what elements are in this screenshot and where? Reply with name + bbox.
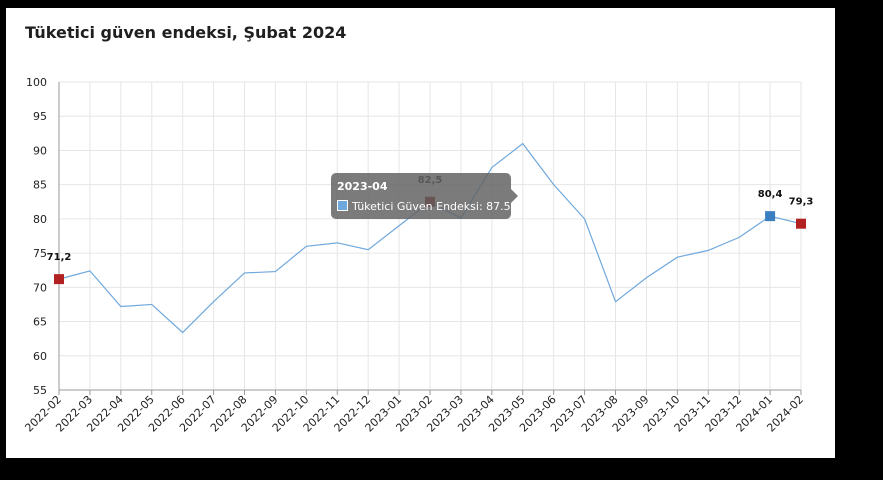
y-tick-label: 55 <box>33 384 47 397</box>
highlight-marker <box>765 211 776 222</box>
tooltip-swatch <box>337 200 348 211</box>
chart-title: Tüketici güven endeksi, Şubat 2024 <box>25 23 347 42</box>
y-tick-label: 75 <box>33 247 47 260</box>
y-tick-label: 95 <box>33 110 47 123</box>
y-tick-label: 85 <box>33 179 47 192</box>
y-tick-label: 90 <box>33 144 47 157</box>
tooltip-text: Tüketici Güven Endeksi: 87.5 <box>352 200 511 213</box>
y-tick-label: 60 <box>33 350 47 363</box>
y-tick-label: 80 <box>33 213 47 226</box>
highlight-marker <box>796 218 806 229</box>
data-label: 80,4 <box>758 189 783 200</box>
data-label: 79,3 <box>789 197 814 208</box>
y-tick-label: 65 <box>33 316 47 329</box>
line-chart: 5560657075808590951002022-022022-032022-… <box>22 76 814 435</box>
y-tick-label: 100 <box>26 76 47 89</box>
data-label: 71,2 <box>47 252 72 263</box>
y-tick-label: 70 <box>33 281 47 294</box>
tooltip-row: Tüketici Güven Endeksi: 87.5 <box>337 200 511 213</box>
tooltip: 2023-04 Tüketici Güven Endeksi: 87.5 <box>331 173 518 219</box>
highlight-marker <box>54 274 64 285</box>
tooltip-title: 2023-04 <box>337 180 388 193</box>
chart-card: Tüketici güven endeksi, Şubat 2024 55 60 6… <box>6 8 835 458</box>
